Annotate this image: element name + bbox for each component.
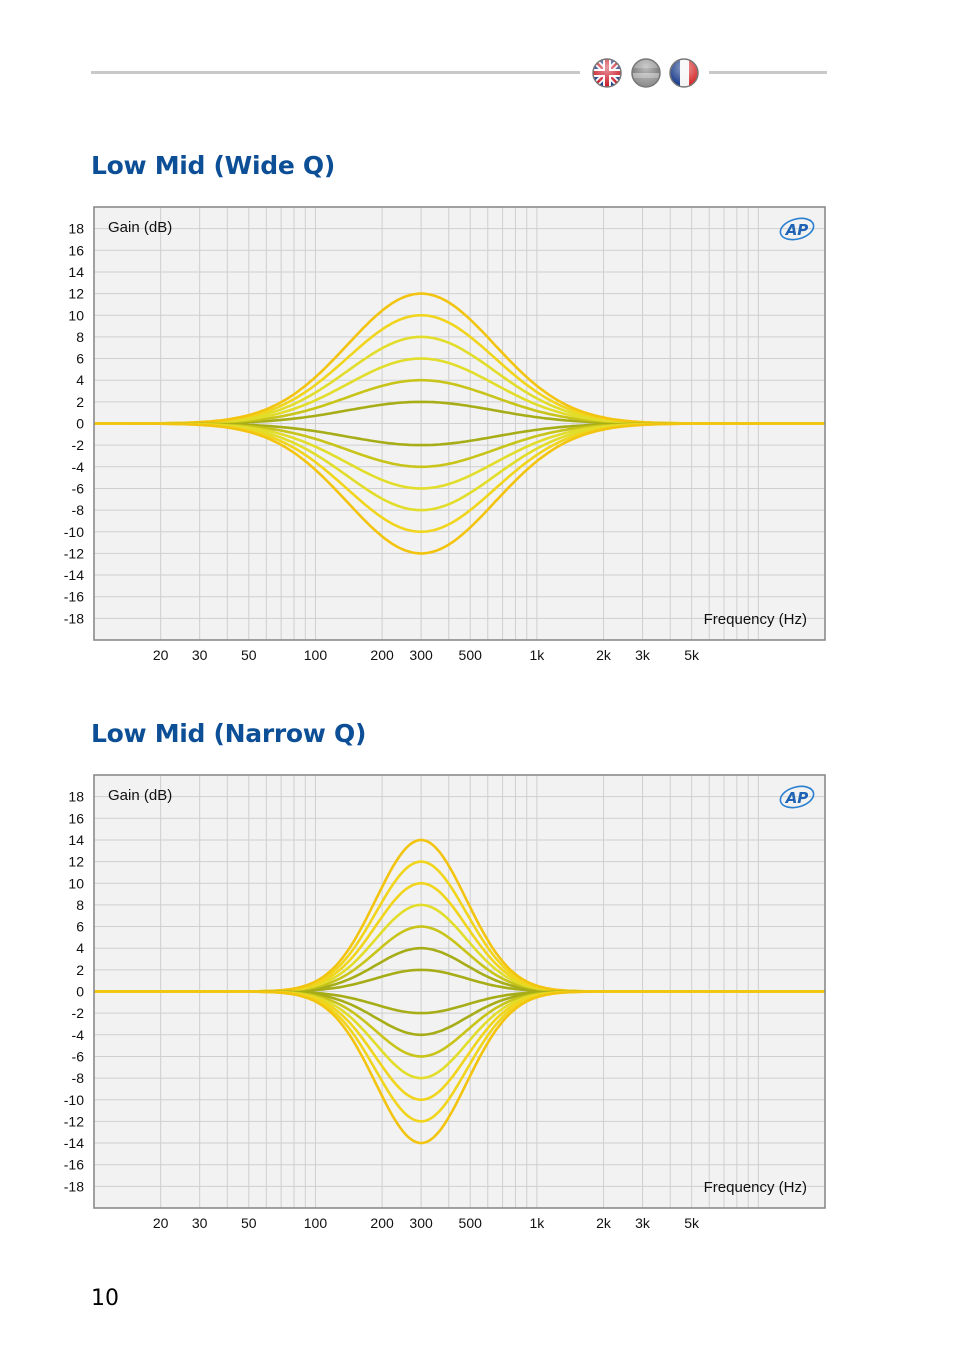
ap-logo-icon: AP: [779, 217, 815, 241]
x-tick-label: 300: [409, 1215, 433, 1231]
plot-frame: [93, 206, 826, 641]
y-tick-label: -4: [72, 459, 85, 475]
y-tick-label: -10: [64, 524, 84, 540]
y-tick-label: -12: [64, 1113, 84, 1129]
y-axis-label: Gain (dB): [108, 219, 172, 236]
y-tick-label: -18: [64, 1178, 84, 1194]
uk-flag-icon[interactable]: [592, 58, 622, 88]
x-tick-label: 50: [241, 1215, 257, 1231]
y-tick-label: 16: [68, 242, 84, 258]
y-tick-label: 8: [76, 329, 84, 345]
x-tick-label: 20: [153, 647, 169, 663]
plot-frame: [93, 774, 826, 1209]
y-tick-label: 12: [68, 286, 84, 302]
section-title-wide-q: Low Mid (Wide Q): [91, 151, 335, 180]
french-flag-icon[interactable]: [669, 58, 699, 88]
eq-chart-narrow-q: 181614121086420-2-4-6-8-10-12-14-16-1820…: [64, 774, 826, 1231]
y-tick-label: 6: [76, 351, 84, 367]
page-number: 10: [91, 1286, 119, 1311]
y-tick-label: -18: [64, 610, 84, 626]
german-flag-icon[interactable]: [631, 58, 661, 88]
y-tick-label: -14: [64, 1135, 84, 1151]
grid: [94, 207, 825, 640]
y-tick-label: 16: [68, 810, 84, 826]
y-tick-label: 18: [68, 221, 84, 237]
x-tick-label: 3k: [635, 647, 651, 663]
y-tick-label: -12: [64, 545, 84, 561]
x-tick-label: 200: [370, 1215, 394, 1231]
x-tick-label: 1k: [529, 1215, 545, 1231]
x-tick-label: 30: [192, 1215, 208, 1231]
x-axis-label: Frequency (Hz): [704, 1179, 807, 1196]
x-tick-label: 100: [304, 1215, 328, 1231]
header-rule-right: [709, 71, 827, 74]
y-tick-label: 0: [76, 416, 84, 432]
y-tick-label: 8: [76, 897, 84, 913]
ap-logo-icon: AP: [779, 785, 815, 809]
y-tick-label: -4: [72, 1027, 85, 1043]
y-tick-label: 18: [68, 789, 84, 805]
y-tick-label: -6: [72, 1048, 85, 1064]
section-title-narrow-q: Low Mid (Narrow Q): [91, 719, 367, 748]
y-tick-label: -8: [72, 502, 85, 518]
language-flags: [592, 58, 699, 88]
header-rule-left: [91, 71, 580, 74]
y-tick-label: -16: [64, 1157, 84, 1173]
y-tick-label: 14: [68, 264, 84, 280]
x-tick-label: 20: [153, 1215, 169, 1231]
y-axis-label: Gain (dB): [108, 787, 172, 804]
x-tick-label: 100: [304, 647, 328, 663]
y-tick-label: 12: [68, 854, 84, 870]
y-tick-label: -14: [64, 567, 84, 583]
x-tick-label: 30: [192, 647, 208, 663]
curves: [94, 838, 825, 1145]
x-tick-label: 200: [370, 647, 394, 663]
x-tick-label: 5k: [684, 647, 700, 663]
y-tick-label: 4: [76, 940, 84, 956]
ap-logo-text: AP: [785, 789, 809, 807]
x-axis-label: Frequency (Hz): [704, 611, 807, 628]
x-tick-label: 500: [459, 1215, 483, 1231]
eq-curve-cut-12db: [94, 422, 825, 555]
y-tick-label: 10: [68, 307, 84, 323]
y-tick-label: 10: [68, 875, 84, 891]
y-tick-label: -2: [72, 1005, 85, 1021]
eq-curve-cut-14db: [94, 990, 825, 1145]
ap-logo-text: AP: [785, 221, 809, 239]
eq-chart-wide-q: 181614121086420-2-4-6-8-10-12-14-16-1820…: [64, 206, 826, 663]
y-tick-label: 14: [68, 832, 84, 848]
y-tick-label: -2: [72, 437, 85, 453]
y-tick-label: -6: [72, 480, 85, 496]
y-tick-label: 0: [76, 984, 84, 1000]
y-tick-label: 2: [76, 962, 84, 978]
x-tick-label: 2k: [596, 647, 612, 663]
x-tick-label: 500: [459, 647, 483, 663]
y-tick-label: -10: [64, 1092, 84, 1108]
x-tick-label: 5k: [684, 1215, 700, 1231]
y-tick-label: -8: [72, 1070, 85, 1086]
y-tick-label: 4: [76, 372, 84, 388]
curves: [94, 292, 825, 555]
y-tick-label: 6: [76, 919, 84, 935]
y-tick-label: 2: [76, 394, 84, 410]
y-tick-label: -16: [64, 589, 84, 605]
x-tick-label: 300: [409, 647, 433, 663]
x-tick-label: 50: [241, 647, 257, 663]
x-tick-label: 1k: [529, 647, 545, 663]
x-tick-label: 3k: [635, 1215, 651, 1231]
x-tick-label: 2k: [596, 1215, 612, 1231]
